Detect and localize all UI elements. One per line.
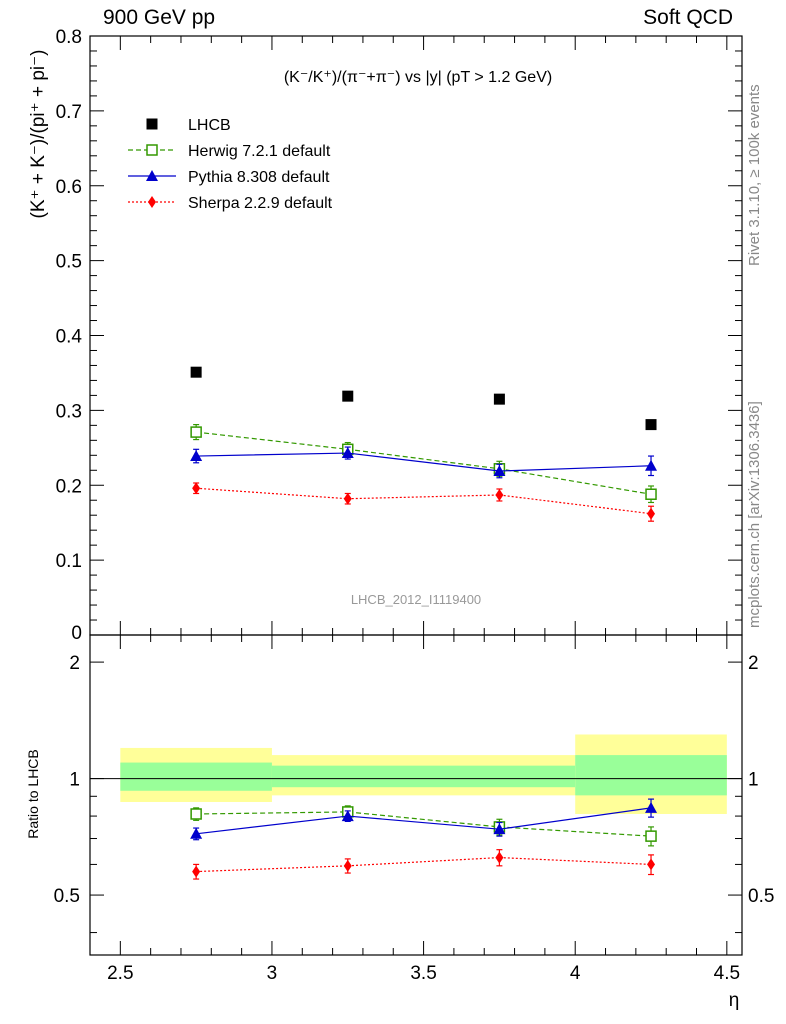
ratio-sherpa-point: [192, 865, 201, 878]
legend-lhcb-label: LHCB: [188, 117, 231, 134]
main-sherpa-point: [192, 482, 201, 495]
ratio-sherpa-line: [196, 856, 652, 873]
ratio-pythia-point: [341, 810, 354, 822]
main-lhcb-point: [645, 419, 657, 431]
ratio-band-inner: [120, 762, 272, 791]
legend-sherpa-label: Sherpa 2.2.9 default: [188, 195, 333, 212]
main-pythia-point: [341, 447, 354, 459]
ratio-plot-frame: 2.5 3 3.5 4 4.5 0.5 0.5 1 1 2 2: [54, 634, 774, 984]
analysis-id: LHCB_2012_I1119400: [351, 592, 481, 607]
ratio-sherpa-point: [495, 851, 504, 864]
main-herwig-line: [196, 431, 652, 495]
ratio-axis-label: Ratio to LHCB: [25, 749, 41, 838]
ratio-sherpa-point: [343, 859, 352, 872]
main-pythia-point: [645, 459, 658, 471]
main-sherpa-line: [196, 487, 652, 515]
main-pythia-point: [190, 450, 203, 462]
main-lhcb-point: [190, 366, 202, 378]
ratio-tick-label: 2: [69, 653, 80, 674]
x-axis-label: η: [729, 990, 740, 1011]
main-herwig-point: [190, 426, 202, 438]
ratio-herwig-line: [196, 811, 652, 837]
ratio-tick-label-right: 1: [748, 770, 759, 791]
legend-herwig-label: Herwig 7.2.1 default: [188, 143, 331, 160]
main-sherpa-point: [495, 488, 504, 501]
ratio-tick-label: 1: [69, 770, 80, 791]
main-lhcb-point: [493, 393, 505, 405]
legend-sherpa-marker: [148, 196, 156, 208]
ratio-pythia-point: [493, 823, 506, 835]
main-pythia-line: [196, 452, 652, 472]
main-lhcb-point: [342, 390, 354, 402]
y-tick-label: 0.6: [56, 177, 82, 198]
y-tick-label-zero: 0: [71, 623, 82, 644]
ratio-herwig-point: [190, 808, 202, 820]
series-layer: [190, 366, 658, 522]
ratio-bands: [90, 734, 742, 814]
plot-title: (K⁻/K⁺)/(π⁻+π⁻) vs |y| (pT > 1.2 GeV): [284, 69, 552, 86]
x-tick-label: 2.5: [107, 963, 133, 984]
ratio-pythia-line: [196, 807, 652, 835]
main-pythia-point: [493, 465, 506, 477]
x-tick-label: 3: [267, 963, 278, 984]
ratio-sherpa-point: [647, 858, 656, 871]
ratio-tick-label-right: 2: [748, 653, 759, 674]
legend-lhcb-marker: [146, 118, 158, 130]
main-herwig-point: [645, 488, 657, 500]
y-tick-label: 0.7: [56, 102, 82, 123]
legend-pythia-label: Pythia 8.308 default: [188, 169, 330, 186]
x-tick-label: 4: [570, 963, 581, 984]
main-sherpa-point: [647, 507, 656, 520]
ratio-band-inner: [575, 755, 727, 796]
ratio-pythia-point: [190, 827, 203, 839]
legend: LHCB Herwig 7.2.1 default Pythia 8.308 def…: [128, 117, 333, 212]
ratio-tick-label: 0.5: [54, 886, 80, 907]
category-label: Soft QCD: [643, 6, 733, 29]
energy-label: 900 GeV pp: [103, 6, 216, 29]
main-sherpa-point: [343, 492, 352, 505]
ratio-tick-label-right: 0.5: [748, 886, 774, 907]
ratio-band-inner: [271, 765, 576, 788]
ratio-series-layer: [190, 798, 658, 880]
x-tick-label: 4.5: [714, 963, 740, 984]
ratio-pythia-point: [645, 801, 658, 813]
y-axis-label: (K⁺ + K⁻)/(pi⁺ + pi⁻): [28, 50, 49, 219]
x-tick-label: 3.5: [410, 963, 436, 984]
y-tick-label: 0.4: [56, 327, 83, 348]
ratio-herwig-point: [645, 830, 657, 842]
legend-herwig-marker: [146, 144, 158, 156]
y-tick-label: 0.5: [56, 252, 82, 273]
y-tick-label: 0.3: [56, 401, 82, 422]
ratio-frame-box: [89, 634, 743, 956]
y-tick-label: 0.8: [56, 27, 82, 48]
main-plot-frame: 0.1 0.2 0.3 0.4 0.5 0.6 0.7 0.8 0: [56, 27, 743, 644]
y-tick-label: 0.2: [56, 476, 82, 497]
y-tick-label: 0.1: [56, 551, 82, 572]
legend-pythia-marker: [146, 170, 158, 181]
